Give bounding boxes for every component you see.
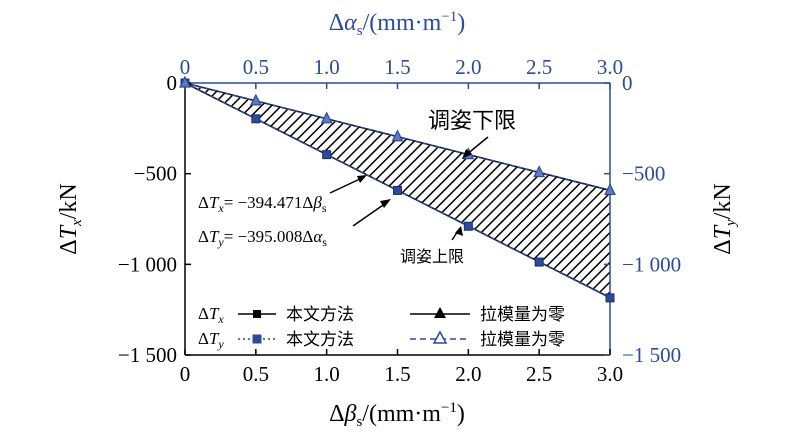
legend-label-ty-method: 本文方法	[286, 330, 354, 350]
left-tick-label: −500	[134, 162, 177, 186]
legend-label-ty-zero: 拉模量为零	[480, 330, 565, 350]
legend-square-marker-blue	[252, 334, 262, 344]
legend-prefix-tx: ΔTx	[198, 304, 224, 326]
series-layer	[179, 75, 616, 303]
upper-limit-label: 调姿下限	[428, 109, 516, 134]
bottom-tick-label: 0	[180, 362, 191, 386]
legend-square-marker-black	[253, 310, 261, 318]
data-point-triangle	[391, 129, 404, 142]
left-tick-label: −1 000	[118, 252, 177, 276]
top-tick-label: 0.5	[243, 55, 269, 79]
left-tick-label: 0	[167, 71, 178, 95]
right-tick-label: −1 500	[622, 343, 681, 367]
data-point-triangle	[249, 93, 262, 106]
top-tick-label: 2.5	[526, 55, 552, 79]
top-axis-title: Δαs/(mm·m−1)	[329, 9, 466, 39]
data-point-triangle	[533, 165, 546, 178]
equation-x-arrow	[329, 177, 363, 194]
data-point-square	[393, 185, 402, 195]
data-point-square	[322, 150, 332, 160]
left-tick-label: −1 500	[118, 343, 177, 367]
lower-limit-arrowhead	[455, 226, 463, 236]
data-point-square	[251, 114, 261, 124]
bottom-tick-label: 3.0	[597, 362, 623, 386]
right-tick-label: −500	[622, 162, 665, 186]
right-axis-title: ΔTy/kN	[710, 183, 739, 254]
data-point-triangle	[179, 75, 191, 88]
upper-limit-arrow	[465, 136, 489, 156]
axis-ticks: 0 0.5 1.0 1.5 2.0 2.5 3.00 0.5 1.0 1.5 2.0 2.5 3.00−…	[118, 55, 681, 386]
bottom-tick-label: 2.5	[526, 362, 552, 386]
upper-limit-arrowhead	[462, 149, 472, 159]
legend-label-tx-zero: 拉模量为零	[480, 305, 565, 325]
bottom-tick-label: 2.0	[455, 362, 481, 386]
equation-y-arrowhead	[380, 199, 391, 208]
equation-x: ΔTx= −394.471Δβs	[198, 193, 327, 215]
right-tick-label: 0	[622, 71, 633, 95]
data-point-square	[534, 257, 544, 267]
data-point-square	[463, 221, 473, 231]
top-tick-label: 0	[180, 55, 191, 79]
equation-y: ΔTy= −395.008Δαs	[198, 227, 327, 249]
lower-limit-label: 调姿上限	[400, 247, 464, 266]
data-point-triangle	[320, 111, 333, 124]
legend: ΔTx 本文方法 拉模量为零 ΔTy 本文方法 拉模量为零	[198, 304, 565, 351]
top-tick-label: 3.0	[597, 55, 623, 79]
bottom-tick-label: 1.5	[384, 362, 410, 386]
right-tick-label: −1 000	[622, 252, 681, 276]
bottom-tick-label: 1.0	[314, 362, 340, 386]
legend-label-tx-method: 本文方法	[286, 305, 354, 325]
legend-triangle-marker-black	[434, 307, 446, 318]
legend-triangle-marker-blue	[432, 330, 448, 344]
equation-x-arrowhead	[357, 175, 367, 183]
bottom-tick-label: 0.5	[243, 362, 269, 386]
data-point-triangle	[604, 183, 616, 196]
top-tick-label: 2.0	[455, 55, 481, 79]
top-tick-label: 1.5	[384, 55, 410, 79]
top-tick-label: 1.0	[314, 55, 340, 79]
legend-prefix-ty: ΔTy	[198, 329, 224, 351]
left-axis-title: ΔTx/kN	[56, 183, 85, 254]
data-point-square	[605, 293, 615, 303]
equation-y-arrow	[352, 202, 387, 227]
bottom-axis-title: Δβs/(mm·m−1)	[329, 400, 465, 430]
